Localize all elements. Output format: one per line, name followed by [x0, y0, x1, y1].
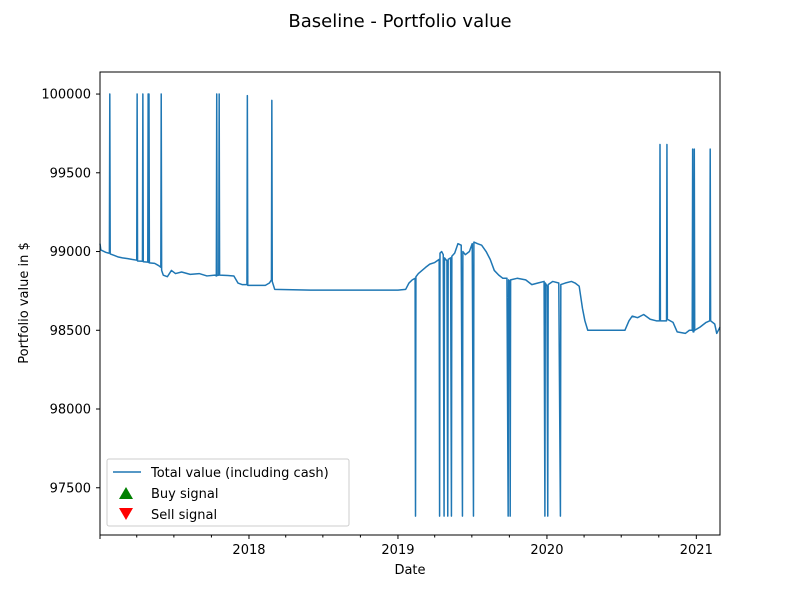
y-tick-label: 100000: [41, 88, 91, 103]
legend-label-buy-signal: Buy signal: [151, 487, 218, 502]
portfolio-line-group: [99, 93, 721, 517]
legend-label-total-value: Total value (including cash): [150, 466, 329, 481]
y-tick-label: 98000: [50, 403, 91, 418]
chart-title: Baseline - Portfolio value: [288, 11, 511, 32]
x-axis-label: Date: [394, 563, 425, 578]
x-axis-ticks: 2018 2019 2020 2021: [99, 535, 713, 558]
buy-signal-triangle-icon: [119, 487, 133, 499]
y-tick-label: 99000: [50, 245, 91, 260]
y-axis-ticks: 97500 98000 98500 99000 99500 100000: [41, 88, 100, 496]
plot-frame: [99, 71, 721, 536]
legend-box: [106, 458, 350, 527]
legend: Total value (including cash) Buy signal …: [106, 458, 350, 527]
x-tick-label: 2018: [232, 543, 265, 558]
x-tick-label: 2020: [530, 543, 563, 558]
y-tick-label: 99500: [50, 166, 91, 181]
y-tick-label: 97500: [50, 481, 91, 496]
y-tick-label: 98500: [50, 324, 91, 339]
y-axis-label: Portfolio value in $: [17, 242, 32, 364]
x-tick-label: 2019: [381, 543, 414, 558]
legend-label-sell-signal: Sell signal: [151, 508, 217, 523]
sell-signal-triangle-icon: [119, 508, 133, 520]
x-tick-label: 2021: [680, 543, 713, 558]
portfolio-value-line: [99, 93, 721, 517]
